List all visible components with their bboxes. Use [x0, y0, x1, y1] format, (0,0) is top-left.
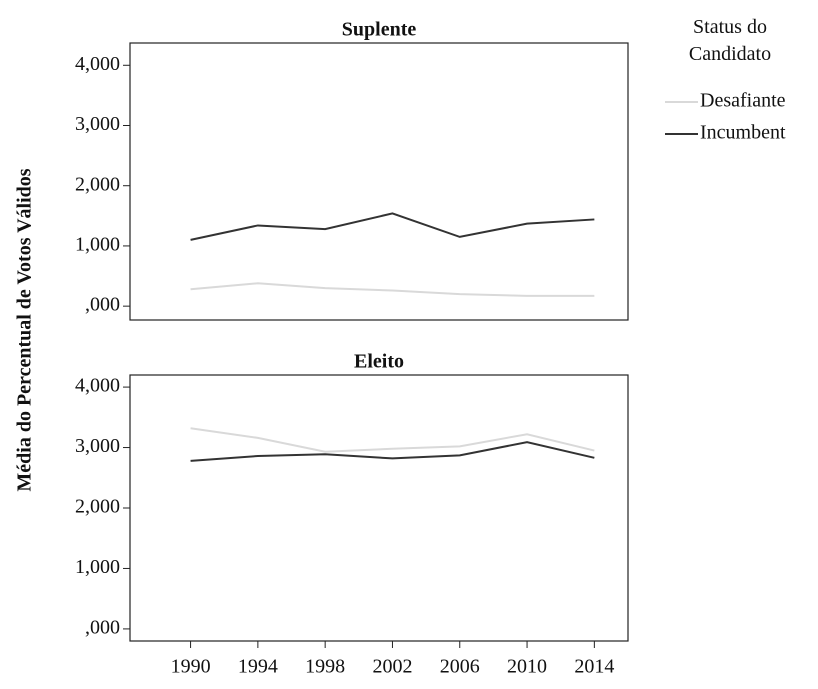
series-line — [190, 282, 595, 297]
legend-title: Status do Candidato — [688, 16, 772, 65]
x-tick-label: 2014 — [574, 656, 614, 678]
x-tick-label: 1998 — [305, 656, 345, 678]
y-tick-label: 3,000 — [75, 435, 120, 457]
series-line — [190, 212, 595, 241]
y-tick-label: 1,000 — [75, 234, 120, 256]
panel-title: Eleito — [354, 351, 404, 373]
y-tick-label: 2,000 — [75, 496, 120, 518]
x-tick-label: 2006 — [440, 656, 480, 678]
y-tick-label: 4,000 — [75, 53, 120, 75]
plot-frame — [129, 374, 629, 642]
plot-frame — [129, 42, 629, 321]
series-line — [190, 427, 595, 453]
y-tick-label: ,000 — [85, 294, 120, 316]
legend-label: Incumbent — [700, 122, 786, 144]
series-line — [190, 441, 595, 462]
y-tick-label: 4,000 — [75, 375, 120, 397]
y-tick-label: 2,000 — [75, 173, 120, 195]
y-tick-label: ,000 — [85, 617, 120, 639]
x-tick-label: 1990 — [171, 656, 211, 678]
y-axis-label: Média do Percentual de Votos Válidos — [14, 168, 36, 491]
x-tick-label: 2010 — [507, 656, 547, 678]
legend-label: Desafiante — [700, 90, 786, 112]
y-tick-label: 3,000 — [75, 113, 120, 135]
panel-title: Suplente — [342, 19, 417, 41]
x-tick-label: 2002 — [372, 656, 412, 678]
y-tick-label: 1,000 — [75, 556, 120, 578]
x-tick-label: 1994 — [238, 656, 278, 678]
